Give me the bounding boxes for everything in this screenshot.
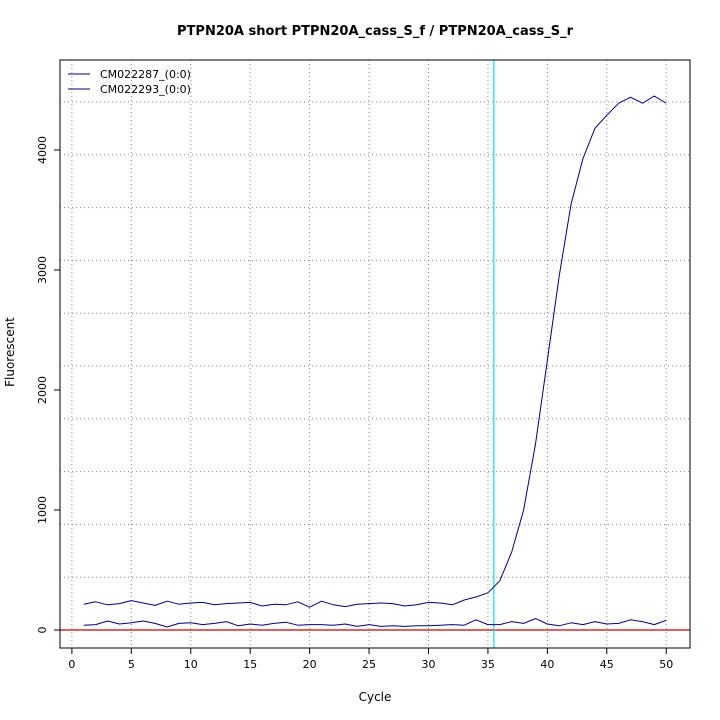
legend: CM022287_(0:0) CM022293_(0:0) xyxy=(68,68,191,96)
y-axis: 0 1000 2000 3000 4000 xyxy=(36,136,60,634)
series-line-1 xyxy=(83,95,667,608)
x-tick-label: 50 xyxy=(659,658,673,671)
reference-lines xyxy=(60,60,690,648)
y-tick-label: 3000 xyxy=(36,256,49,284)
x-tick-label: 35 xyxy=(481,658,495,671)
y-tick-label: 0 xyxy=(36,627,49,634)
chart-title: PTPN20A short PTPN20A_cass_S_f / PTPN20A… xyxy=(177,24,574,39)
plot-frame xyxy=(59,59,691,649)
x-tick-label: 20 xyxy=(303,658,317,671)
legend-label: CM022293_(0:0) xyxy=(100,83,191,96)
x-axis-label: Cycle xyxy=(359,690,392,704)
x-tick-label: 30 xyxy=(421,658,435,671)
grid-lines xyxy=(60,60,690,648)
x-axis: 0 5 10 15 20 25 30 35 40 45 50 xyxy=(68,648,673,671)
y-tick-label: 1000 xyxy=(36,496,49,524)
x-tick-label: 40 xyxy=(540,658,554,671)
series-line-2 xyxy=(83,618,667,628)
y-tick-label: 2000 xyxy=(36,376,49,404)
x-tick-label: 45 xyxy=(600,658,614,671)
x-tick-label: 5 xyxy=(128,658,135,671)
x-tick-label: 10 xyxy=(184,658,198,671)
y-tick-label: 4000 xyxy=(36,136,49,164)
y-axis-label: Fluorescent xyxy=(3,317,17,387)
data-series xyxy=(83,95,667,628)
x-tick-label: 0 xyxy=(68,658,75,671)
legend-label: CM022287_(0:0) xyxy=(100,68,191,81)
x-tick-label: 25 xyxy=(362,658,376,671)
x-tick-label: 15 xyxy=(243,658,257,671)
